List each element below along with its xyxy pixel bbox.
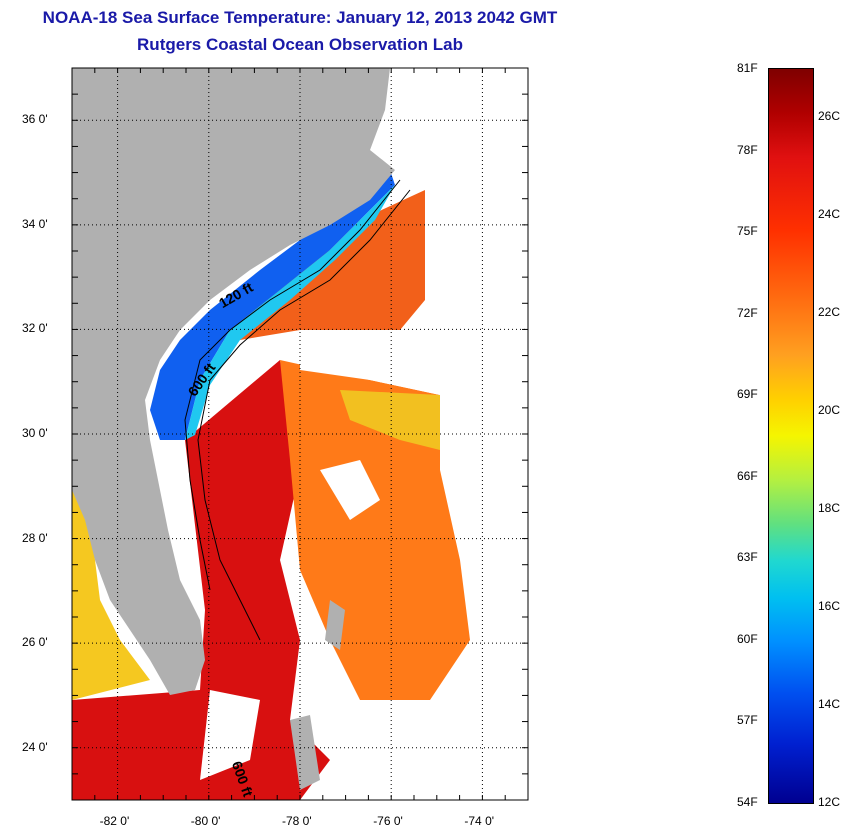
colorbar-celsius-label: 24C <box>818 207 841 221</box>
graticule <box>72 68 528 800</box>
lon-tick-label: -74 0' <box>464 814 495 828</box>
contour-120ft <box>184 179 401 591</box>
lon-tick-label: -80 0' <box>190 814 221 828</box>
colorbar-fahrenheit-label: 57F <box>737 713 758 728</box>
cloud-gap <box>200 690 260 780</box>
lat-tick-label: 28 0' <box>22 530 48 545</box>
cloud-gap <box>320 460 380 520</box>
lat-tick-label: 36 0' <box>22 112 48 127</box>
colorbar-fahrenheit-label: 60F <box>737 631 758 646</box>
colorbar-celsius-label: 12C <box>818 795 841 809</box>
map-title: NOAA-18 Sea Surface Temperature: January… <box>42 8 558 27</box>
colorbar-fahrenheit-label: 54F <box>737 795 758 809</box>
sst-cyan-band <box>185 185 395 440</box>
colorbar-celsius-label: 16C <box>818 599 841 613</box>
colorbar-fahrenheit-label: 63F <box>737 550 758 565</box>
lat-tick-label: 34 0' <box>22 216 48 231</box>
land-bahamas <box>325 600 345 650</box>
lat-tick-label: 30 0' <box>22 426 48 440</box>
lon-tick-label: -78 0' <box>282 814 312 828</box>
lat-tick-label: 32 0' <box>22 321 48 336</box>
temperature-colorbar <box>768 68 814 804</box>
colorbar-fahrenheit-label: 78F <box>737 142 758 157</box>
lat-tick-label: 24 0' <box>22 739 48 754</box>
sst-yellow-region <box>340 390 440 450</box>
lon-tick-label: -76 0' <box>373 814 403 828</box>
cloud-gap <box>300 330 440 395</box>
map-canvas <box>72 68 528 800</box>
sst-cold-coastal-band <box>150 170 395 440</box>
contour-600ft <box>197 189 411 641</box>
colorbar-fahrenheit-label: 75F <box>737 224 758 239</box>
colorbar-celsius-label: 22C <box>818 305 841 319</box>
colorbar-fahrenheit-label: 69F <box>737 387 758 402</box>
colorbar-celsius-label: 26C <box>818 109 841 123</box>
lat-tick-label: 26 0' <box>22 635 48 650</box>
colorbar-fahrenheit-label: 81F <box>737 61 758 75</box>
map-subtitle: Rutgers Coastal Ocean Observation Lab <box>137 35 463 54</box>
land-keys <box>290 715 320 790</box>
sst-warm-region <box>72 360 330 800</box>
colorbar-celsius-label: 20C <box>818 403 841 417</box>
lon-tick-label: -82 0' <box>99 814 130 828</box>
colorbar-fahrenheit-label: 72F <box>737 305 758 320</box>
colorbar-fahrenheit-label: 66F <box>737 468 758 483</box>
colorbar-celsius-label: 18C <box>818 501 841 515</box>
colorbar-celsius-label: 14C <box>818 697 841 711</box>
axis-ticks <box>71 67 529 801</box>
